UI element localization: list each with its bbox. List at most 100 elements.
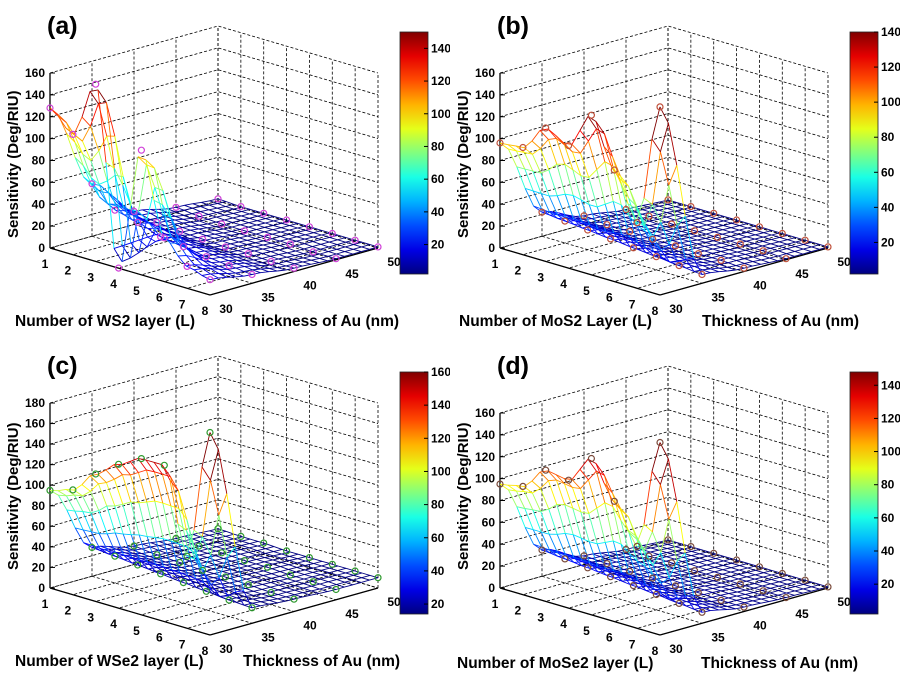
mesh-segment xyxy=(254,579,263,583)
mesh-segment xyxy=(753,592,762,596)
mesh-segment xyxy=(255,567,264,572)
mesh-segment xyxy=(682,555,692,558)
mesh-segment xyxy=(138,211,148,221)
mesh-segment xyxy=(146,230,156,248)
mesh-segment xyxy=(321,567,330,571)
mesh-segment xyxy=(122,533,133,558)
x-tick-label: 3 xyxy=(87,610,94,624)
mesh-segment xyxy=(224,544,233,548)
mesh-segment xyxy=(263,563,273,567)
mesh-segment xyxy=(139,236,148,241)
mesh-segment xyxy=(273,553,282,557)
mesh-segment xyxy=(145,469,156,502)
mesh-segment xyxy=(319,581,329,585)
mesh-segment xyxy=(531,480,541,489)
mesh-segment xyxy=(694,600,703,605)
mesh-segment xyxy=(193,466,203,531)
mesh-segment xyxy=(735,262,745,267)
mesh-segment xyxy=(297,225,307,229)
mesh-segment xyxy=(249,217,258,222)
mesh-segment xyxy=(328,251,337,255)
mesh-segment xyxy=(730,233,739,237)
mesh-segment xyxy=(769,255,779,259)
mesh-segment xyxy=(201,480,211,537)
x-tick-label: 8 xyxy=(202,644,209,658)
mesh-segment xyxy=(727,604,737,607)
mesh-segment xyxy=(737,247,746,251)
colorbar-tick-label: 120 xyxy=(431,74,450,88)
mesh-segment xyxy=(286,256,295,261)
mesh-segment xyxy=(604,502,614,541)
mesh-segment xyxy=(707,559,716,564)
mesh-segment xyxy=(645,584,654,589)
mesh-segment xyxy=(228,256,237,261)
data-point xyxy=(134,561,142,569)
mesh-segment xyxy=(676,501,686,554)
mesh-segment xyxy=(121,464,131,476)
mesh-segment xyxy=(108,545,117,550)
mesh-segment xyxy=(628,552,638,562)
mesh-segment xyxy=(712,252,721,257)
mesh-segment xyxy=(182,227,191,231)
data-point xyxy=(332,255,340,263)
mesh-segment xyxy=(165,557,175,562)
mesh-segment xyxy=(241,208,251,212)
x-tick-label: 7 xyxy=(629,637,636,651)
mesh-segment xyxy=(216,546,225,550)
data-point xyxy=(622,205,630,214)
data-point xyxy=(675,262,683,270)
mesh-segment xyxy=(115,532,124,535)
y-tick-label: 30 xyxy=(669,302,683,316)
z-gridline xyxy=(49,113,379,161)
mesh-segment xyxy=(771,572,781,576)
mesh-segment xyxy=(262,251,271,254)
mesh-segment xyxy=(223,226,233,230)
mesh-segment xyxy=(263,233,273,237)
mesh-segment xyxy=(178,543,189,576)
mesh-segment xyxy=(779,576,788,581)
mesh-segment xyxy=(721,246,730,251)
mesh-segment xyxy=(208,542,217,545)
colorbar-tick-label: 60 xyxy=(431,172,445,186)
mesh-segment xyxy=(289,225,298,229)
mesh-segment xyxy=(744,258,753,263)
mesh-segment xyxy=(770,585,779,589)
mesh-segment xyxy=(280,564,289,568)
mesh-segment xyxy=(131,219,141,224)
mesh-segment xyxy=(581,221,591,231)
mesh-segment xyxy=(277,598,286,602)
mesh-segment xyxy=(187,575,197,588)
mesh-segment xyxy=(581,227,591,232)
mesh-segment xyxy=(779,241,788,245)
mesh-segment xyxy=(579,153,590,178)
mesh-segment xyxy=(655,237,665,241)
mesh-segment xyxy=(691,550,700,555)
x-tick-label: 2 xyxy=(65,264,72,278)
mesh-segment xyxy=(753,594,762,598)
mesh-segment xyxy=(619,508,629,531)
mesh-segment xyxy=(265,218,274,222)
mesh-segment xyxy=(572,195,582,201)
data-point xyxy=(587,111,595,119)
mesh-segment xyxy=(97,483,108,507)
mesh-segment xyxy=(237,578,247,582)
mesh-segment xyxy=(738,573,747,578)
mesh-segment xyxy=(641,561,650,566)
mesh-segment xyxy=(703,594,713,598)
mesh-segment xyxy=(222,238,231,242)
mesh-segment xyxy=(595,121,605,147)
mesh-segment xyxy=(191,548,200,552)
mesh-segment xyxy=(296,236,305,240)
mesh-segment xyxy=(159,208,168,213)
mesh-segment xyxy=(98,482,107,485)
mesh-segment xyxy=(239,237,248,241)
z-gridline xyxy=(49,520,379,568)
mesh-segment xyxy=(723,222,732,226)
mesh-segment xyxy=(644,566,654,577)
mesh-segment xyxy=(147,536,156,539)
mesh-segment xyxy=(313,236,322,240)
mesh-segment xyxy=(66,495,76,512)
mesh-segment xyxy=(721,236,731,240)
mesh-segment xyxy=(167,212,176,217)
